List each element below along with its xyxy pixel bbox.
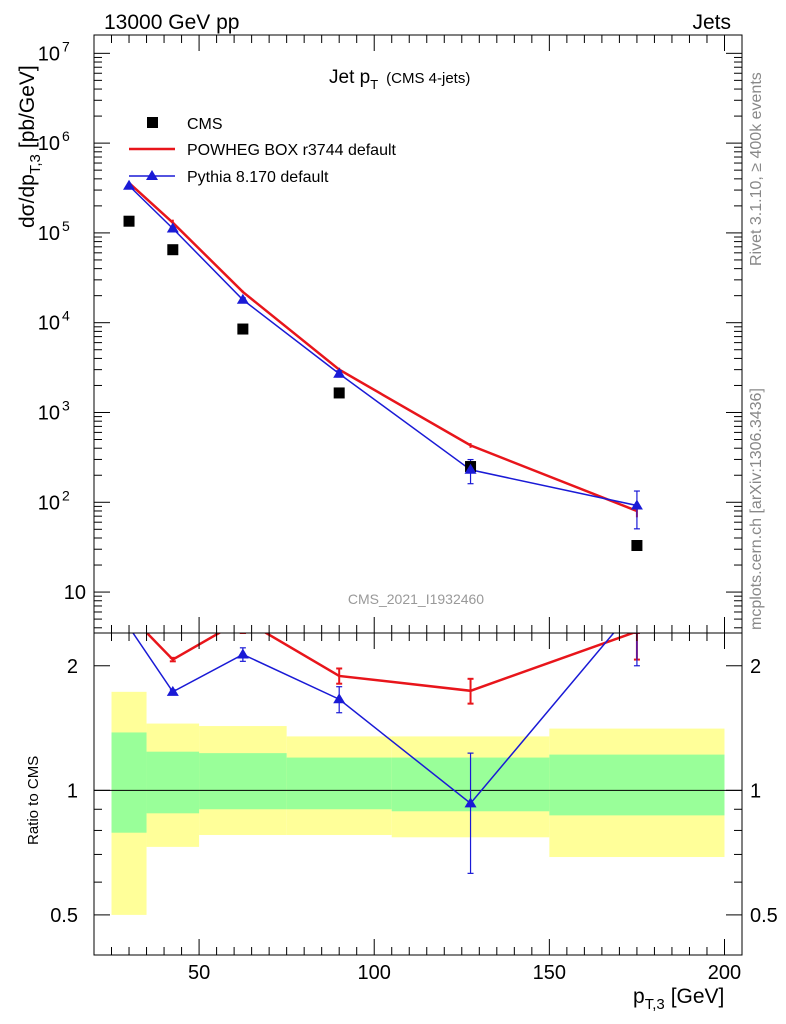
- pythia-ratio-point: [166, 685, 179, 696]
- cms-data-point: [123, 215, 135, 227]
- legend-pythia-marker: [146, 170, 158, 180]
- analysis-watermark: CMS_2021_I1932460: [348, 591, 484, 607]
- y-tick-label-exponent: 4: [62, 308, 70, 324]
- pythia-point: [333, 367, 346, 378]
- side-text-bottom: mcplots.cern.ch [arXiv:1306.3436]: [748, 388, 765, 630]
- pythia-point: [166, 222, 179, 233]
- x-axis-label: pT,3 [GeV]: [633, 985, 724, 1013]
- y-tick-label: 10: [38, 313, 60, 335]
- cms-data-point: [237, 323, 249, 335]
- y-tick-label: 10: [38, 43, 60, 65]
- ratio-panel-series: [132, 633, 640, 874]
- legend-cms-marker: [147, 117, 158, 128]
- ratio-y-axis-label: Ratio to CMS: [25, 756, 42, 845]
- band-inner: [146, 751, 200, 814]
- legend-powheg-label: POWHEG BOX r3744 default: [187, 142, 397, 159]
- x-tick-label: 150: [533, 962, 566, 984]
- y-tick-label: 10: [38, 492, 60, 514]
- pythia-ratio-point: [236, 648, 249, 659]
- ratio-y-tick-label-right: 1: [750, 780, 761, 802]
- ratio-panel-frame: [93, 632, 743, 956]
- uncertainty-bands: [111, 691, 725, 915]
- powheg-ratio-line: [145, 633, 637, 693]
- ratio-y-tick-label-left: 0.5: [50, 905, 78, 927]
- y-tick-label-exponent: 6: [62, 128, 70, 144]
- y-tick-label-exponent: 3: [62, 397, 70, 413]
- y-tick-label: 10: [38, 402, 60, 424]
- y-tick-label: 10: [64, 582, 86, 604]
- legend-pythia-label: Pythia 8.170 default: [187, 169, 329, 186]
- pythia-ratio-point: [464, 797, 477, 808]
- header-right: Jets: [692, 11, 731, 34]
- x-tick-label: 200: [708, 962, 741, 984]
- pythia-ratio-line: [132, 633, 615, 805]
- ratio-panel-tick-labels: 0.5 0.5 1 1 2 2 50 100 150 200: [50, 656, 778, 984]
- pythia-point: [236, 293, 249, 304]
- y-tick-label: 10: [38, 133, 60, 155]
- y-tick-label: 10: [38, 223, 60, 245]
- pythia-line: [128, 185, 638, 507]
- x-tick-label: 50: [188, 962, 210, 984]
- cms-data-point: [333, 387, 345, 399]
- ratio-y-tick-label-right: 2: [750, 656, 761, 678]
- legend: CMS POWHEG BOX r3744 default Pythia 8.17…: [129, 116, 397, 186]
- powheg-line: [128, 182, 638, 513]
- band-inner: [111, 732, 147, 833]
- y-axis-label: dσ/dpT,3[pb/GeV]: [16, 65, 44, 228]
- y-tick-label-exponent: 7: [62, 38, 70, 54]
- ratio-clipped-group: [132, 633, 640, 874]
- main-panel-series: [123, 179, 643, 552]
- main-panel-ticks: [94, 35, 743, 633]
- band-inner: [286, 757, 392, 810]
- x-tick-label: 100: [358, 962, 391, 984]
- cms-data-point: [631, 540, 643, 552]
- pythia-point: [464, 463, 477, 474]
- band-inner: [549, 754, 725, 816]
- ratio-y-tick-label-right: 0.5: [750, 905, 778, 927]
- cms-data-point: [167, 244, 179, 256]
- legend-cms-label: CMS: [187, 116, 223, 133]
- pythia-point: [630, 499, 643, 510]
- ratio-y-tick-label-left: 2: [67, 656, 78, 678]
- pythia-point: [123, 179, 136, 190]
- side-text-top: Rivet 3.1.10, ≥ 400k events: [748, 72, 765, 266]
- ratio-panel-ticks: [94, 633, 743, 955]
- y-tick-label-exponent: 2: [62, 487, 70, 503]
- ratio-panel: 0.5 0.5 1 1 2 2 50 100 150 200 Ratio to CMS pT,3[…: [25, 633, 778, 1013]
- y-tick-label-exponent: 5: [62, 218, 70, 234]
- ratio-y-tick-label-left: 1: [67, 780, 78, 802]
- band-inner: [199, 753, 287, 810]
- chart-title: Jet pT (CMS 4-jets): [329, 67, 470, 92]
- header-left: 13000 GeV pp: [104, 11, 239, 34]
- pythia-ratio-point: [333, 693, 346, 704]
